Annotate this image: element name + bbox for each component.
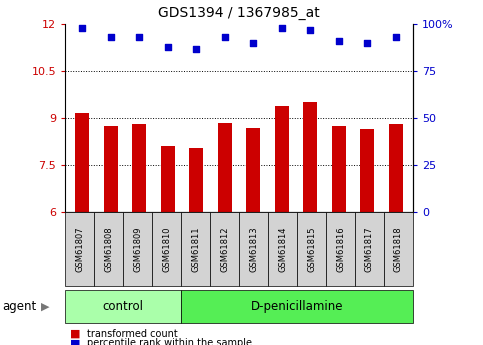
Text: GSM61815: GSM61815 xyxy=(307,227,316,272)
Text: ■: ■ xyxy=(70,338,81,345)
Point xyxy=(78,25,86,31)
Text: GSM61808: GSM61808 xyxy=(104,226,113,272)
Text: GSM61817: GSM61817 xyxy=(365,226,374,272)
Bar xyxy=(389,125,403,212)
Point xyxy=(250,40,257,46)
Text: ▶: ▶ xyxy=(41,301,49,311)
Point xyxy=(335,38,343,44)
Text: GSM61816: GSM61816 xyxy=(336,226,345,272)
Bar xyxy=(104,126,118,212)
Bar xyxy=(246,128,260,212)
Point xyxy=(307,27,314,32)
Text: GSM61811: GSM61811 xyxy=(191,227,200,272)
Point xyxy=(135,34,143,40)
Point xyxy=(192,46,200,51)
Text: percentile rank within the sample: percentile rank within the sample xyxy=(87,338,252,345)
Bar xyxy=(161,146,175,212)
Bar xyxy=(303,102,317,212)
Text: GSM61818: GSM61818 xyxy=(394,226,403,272)
Text: GSM61812: GSM61812 xyxy=(220,227,229,272)
Text: GSM61807: GSM61807 xyxy=(75,226,84,272)
Bar xyxy=(360,129,374,212)
Text: control: control xyxy=(103,300,143,313)
Text: GSM61810: GSM61810 xyxy=(162,227,171,272)
Text: GSM61809: GSM61809 xyxy=(133,227,142,272)
Point xyxy=(278,25,286,31)
Text: transformed count: transformed count xyxy=(87,329,178,339)
Bar xyxy=(132,125,146,212)
Point xyxy=(221,34,228,40)
Title: GDS1394 / 1367985_at: GDS1394 / 1367985_at xyxy=(158,6,320,20)
Bar xyxy=(189,148,203,212)
Point xyxy=(164,44,171,49)
Bar xyxy=(75,114,89,212)
Point xyxy=(107,34,114,40)
Bar xyxy=(332,126,346,212)
Point xyxy=(392,34,400,40)
Text: D-penicillamine: D-penicillamine xyxy=(251,300,343,313)
Text: GSM61814: GSM61814 xyxy=(278,227,287,272)
Text: GSM61813: GSM61813 xyxy=(249,226,258,272)
Text: ■: ■ xyxy=(70,329,81,339)
Text: agent: agent xyxy=(2,300,37,313)
Bar xyxy=(275,106,289,212)
Point xyxy=(364,40,371,46)
Bar xyxy=(218,123,232,212)
